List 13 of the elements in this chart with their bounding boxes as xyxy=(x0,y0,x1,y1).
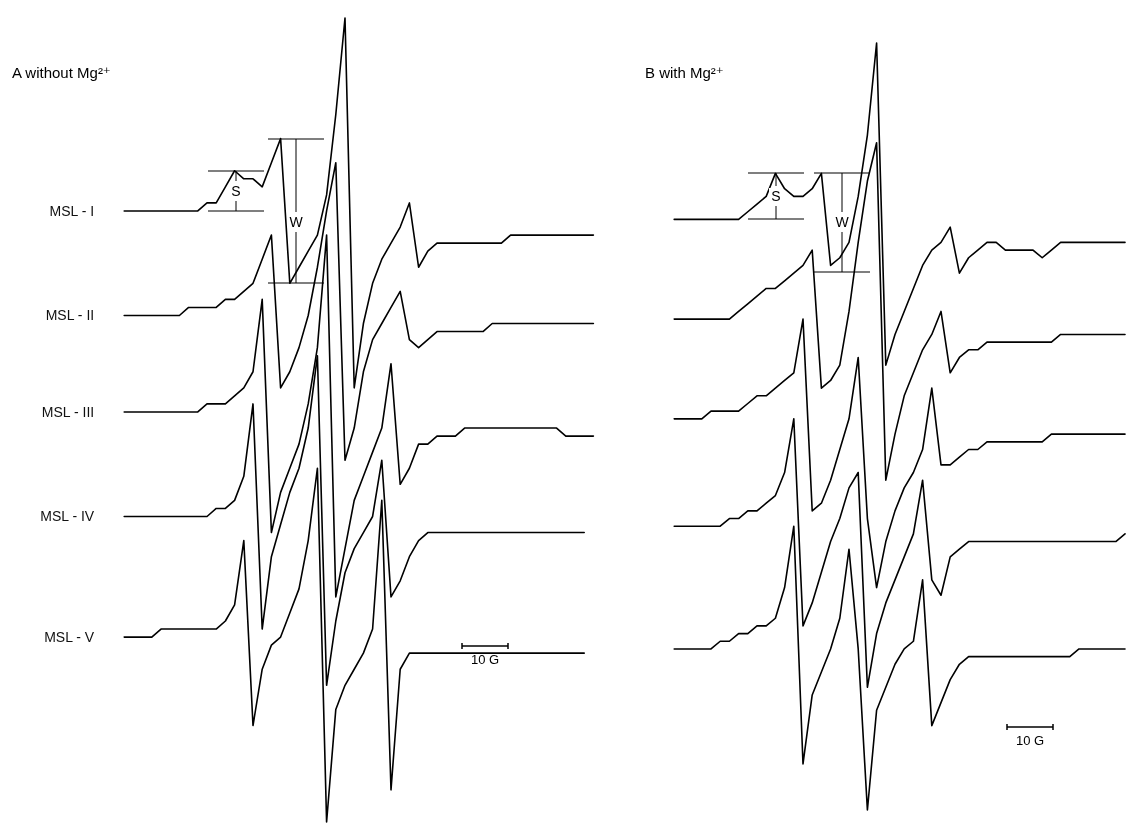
text: MSL - I xyxy=(49,202,95,219)
text: MSL - V xyxy=(44,628,95,645)
text: MSL - III xyxy=(41,403,95,420)
annotation: S xyxy=(771,187,781,204)
annotation: 10 G xyxy=(1015,733,1045,748)
text: MSL - II xyxy=(45,307,95,324)
text: A without Mg²⁺ xyxy=(12,64,111,81)
annotation: W xyxy=(289,213,304,230)
annotation: S xyxy=(231,182,241,199)
annotation: 10 G xyxy=(470,652,500,667)
text: B with Mg²⁺ xyxy=(645,64,724,81)
annotation: W xyxy=(835,213,850,230)
text: MSL - IV xyxy=(40,508,95,525)
